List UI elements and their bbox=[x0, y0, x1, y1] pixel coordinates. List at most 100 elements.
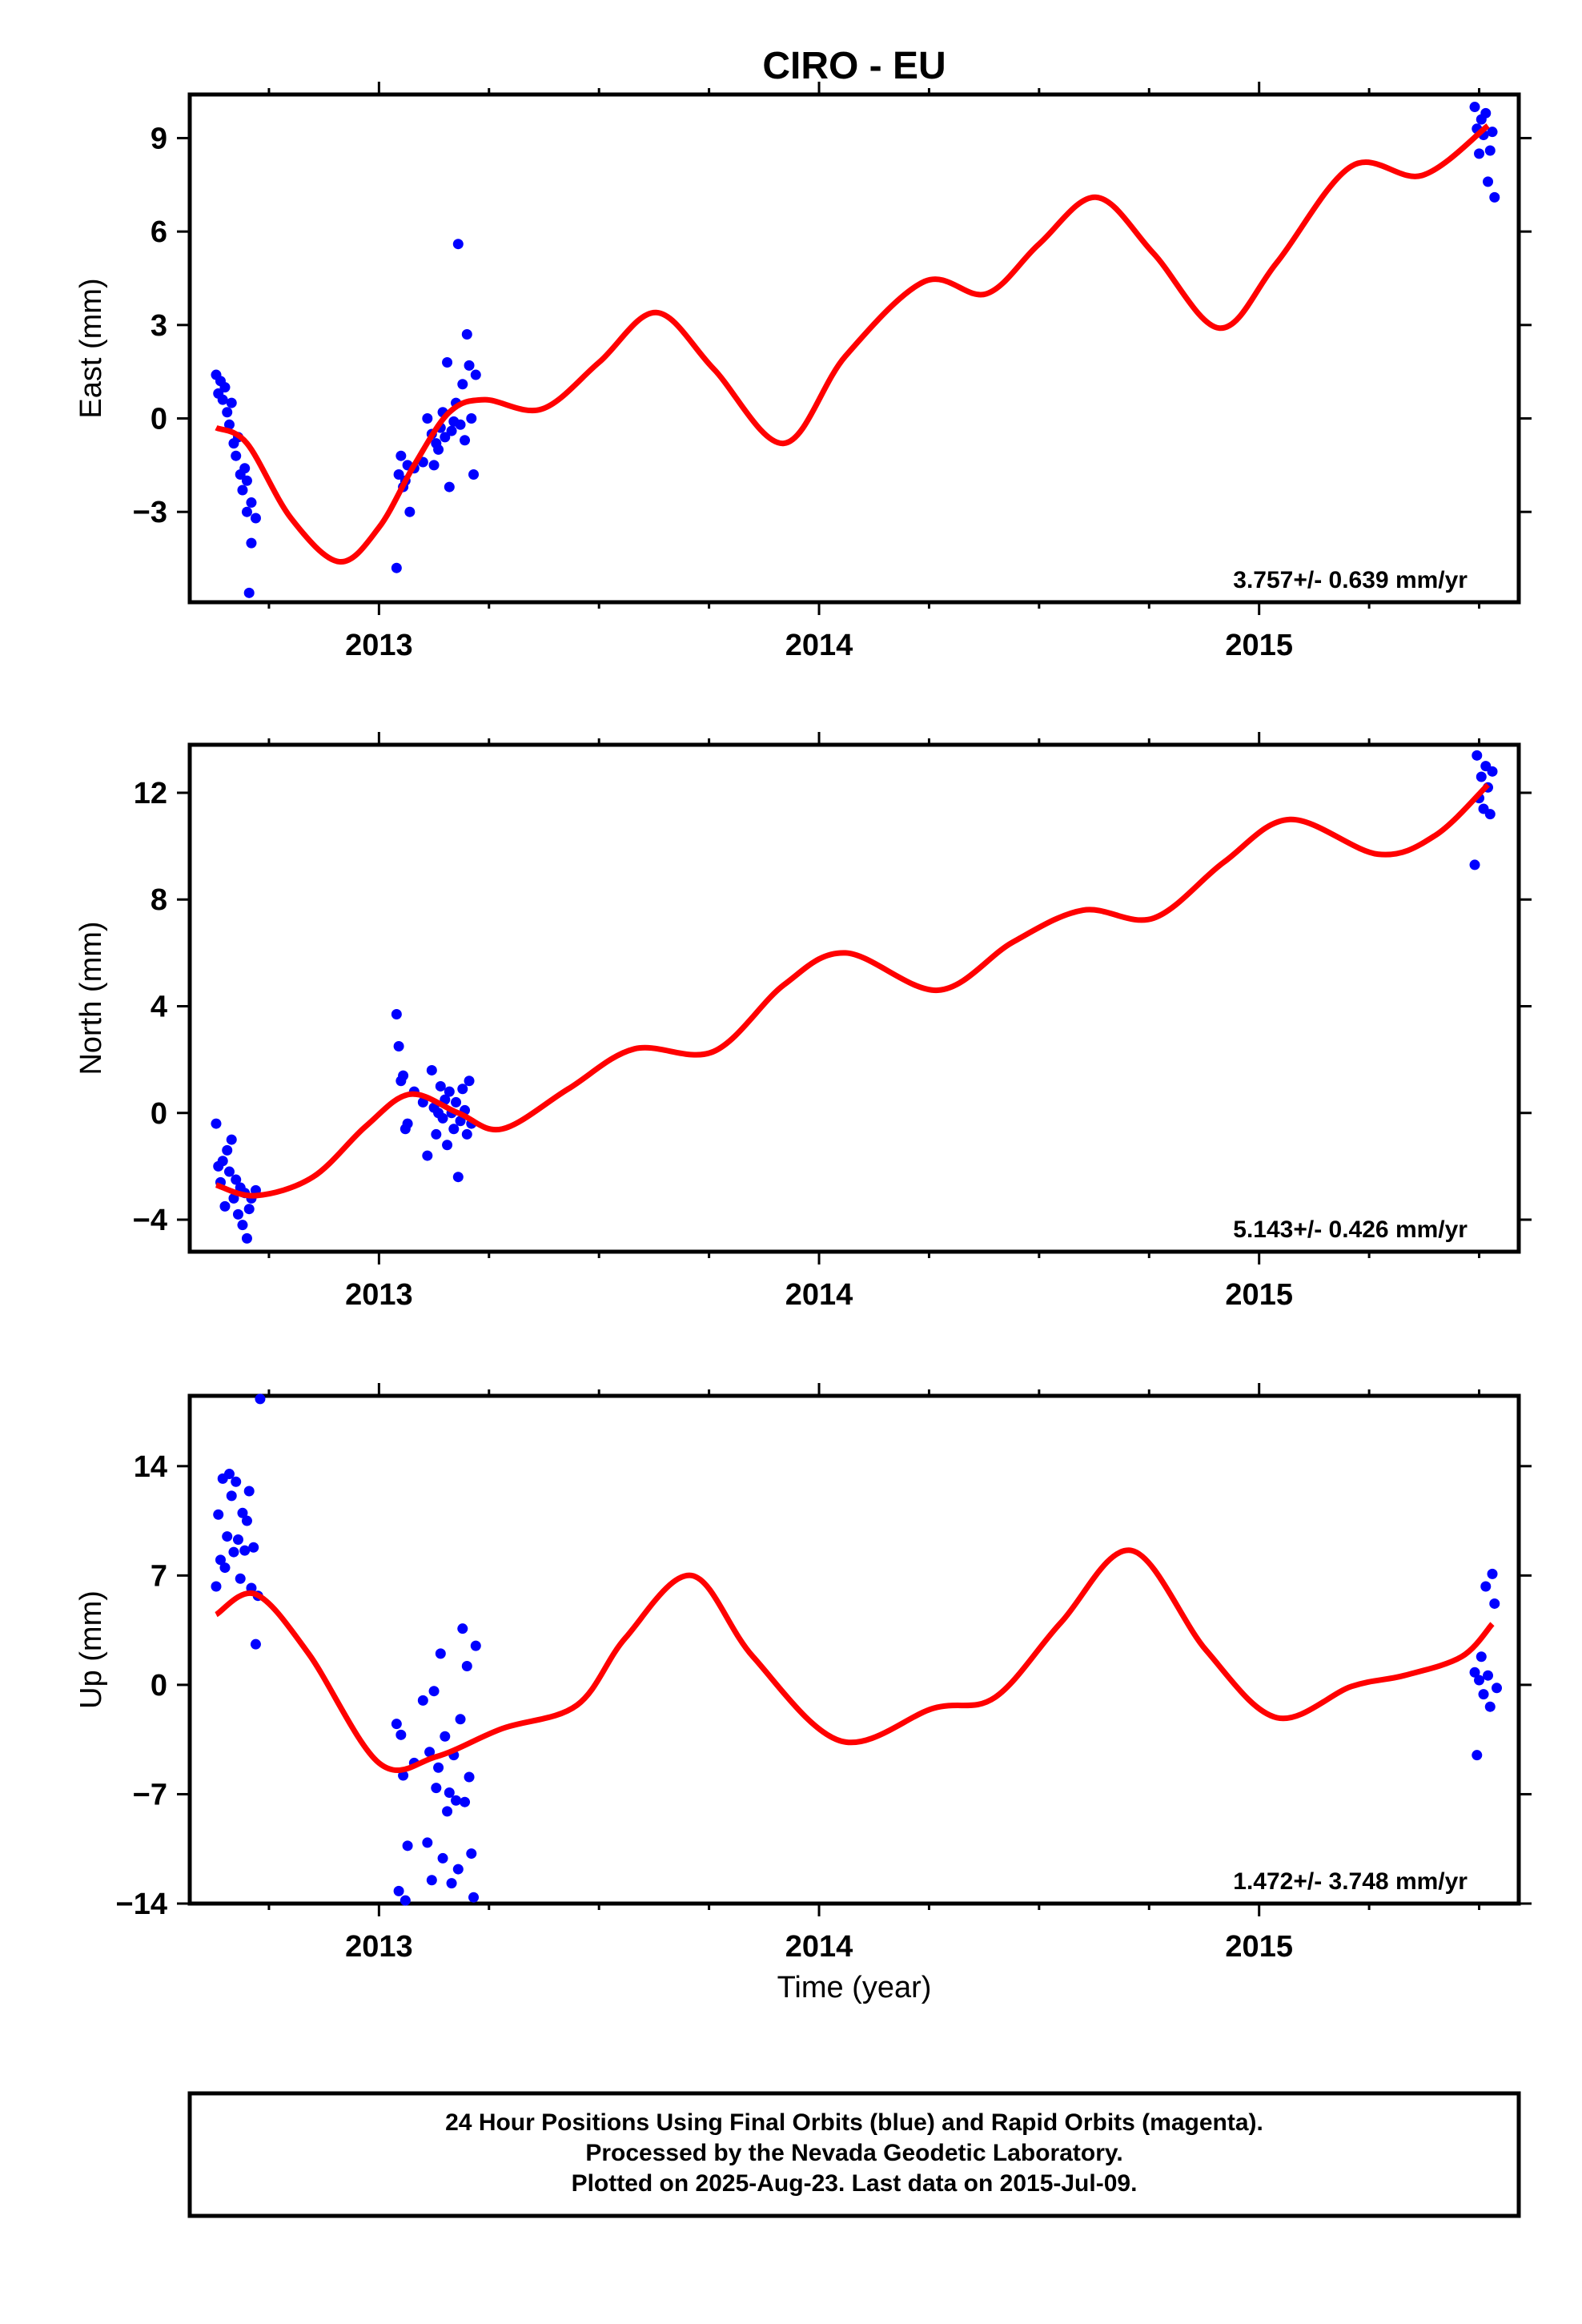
up-data-point bbox=[460, 1796, 471, 1807]
up-y-tick-label: 14 bbox=[134, 1450, 167, 1484]
up-data-point bbox=[428, 1686, 440, 1697]
up-data-point bbox=[424, 1747, 436, 1758]
east-data-point bbox=[246, 537, 257, 549]
up-data-point bbox=[444, 1787, 455, 1798]
north-data-point bbox=[398, 1070, 409, 1081]
up-data-point bbox=[402, 1840, 413, 1852]
footer-frame bbox=[187, 2091, 1521, 2218]
north-y-axis-label: North (mm) bbox=[74, 921, 108, 1075]
up-data-point bbox=[211, 1581, 222, 1592]
east-y-tick-label: 6 bbox=[151, 215, 167, 249]
east-data-point bbox=[446, 425, 457, 436]
east-data-point bbox=[223, 419, 235, 430]
east-data-point bbox=[222, 407, 233, 418]
east-data-point bbox=[237, 485, 248, 496]
east-x-tick-label: 2013 bbox=[345, 629, 413, 662]
up-y-tick-label: 0 bbox=[151, 1669, 167, 1703]
footer-box: 24 Hour Positions Using Final Orbits (bl… bbox=[187, 2091, 1521, 2218]
east-data-point bbox=[422, 413, 433, 424]
north-data-point bbox=[219, 1200, 231, 1212]
north-y-tick-label: 8 bbox=[151, 883, 167, 917]
north-data-point bbox=[391, 1008, 402, 1019]
north-data-point bbox=[422, 1150, 433, 1161]
north-data-point bbox=[437, 1112, 448, 1124]
north-data-point bbox=[241, 1232, 252, 1244]
east-data-point bbox=[239, 463, 251, 474]
north-y-tick-label: 4 bbox=[151, 990, 167, 1023]
up-data-point bbox=[223, 1469, 235, 1480]
up-data-point bbox=[1492, 1683, 1503, 1694]
north-y-tick-label: 12 bbox=[134, 777, 167, 810]
east-data-point bbox=[1484, 145, 1496, 156]
up-data-point bbox=[239, 1545, 251, 1556]
north-data-point bbox=[457, 1084, 468, 1095]
footer-line-3: Plotted on 2025-Aug-23. Last data on 201… bbox=[572, 2170, 1138, 2197]
up-data-point bbox=[1483, 1670, 1494, 1681]
panel-east: 2013 2014 2015 −3 0 3 6 9 East (mm) 3.757+/- 0.63… bbox=[74, 82, 1532, 662]
north-data-point bbox=[222, 1144, 233, 1156]
up-data-point bbox=[470, 1640, 481, 1651]
up-data-point bbox=[213, 1509, 224, 1520]
east-x-tick-label: 2015 bbox=[1225, 629, 1293, 662]
up-y-axis-label: Up (mm) bbox=[74, 1590, 108, 1709]
up-data-point bbox=[396, 1729, 407, 1740]
east-data-point bbox=[468, 469, 480, 480]
up-data-point bbox=[1469, 1667, 1480, 1678]
east-data-point bbox=[457, 379, 468, 390]
east-rate-label: 3.757+/- 0.639 mm/yr bbox=[1233, 567, 1468, 593]
north-data-point bbox=[461, 1128, 472, 1140]
east-data-point bbox=[460, 435, 471, 446]
east-data-point bbox=[464, 360, 475, 371]
north-data-point bbox=[1476, 771, 1487, 782]
east-data-point bbox=[391, 562, 402, 573]
up-data-point bbox=[442, 1806, 453, 1817]
north-data-point bbox=[232, 1208, 243, 1220]
up-data-point bbox=[1472, 1750, 1483, 1761]
north-data-point bbox=[402, 1118, 413, 1129]
up-data-point bbox=[1474, 1675, 1485, 1686]
up-data-point bbox=[440, 1731, 451, 1742]
up-data-point bbox=[231, 1476, 242, 1487]
up-data-point bbox=[1478, 1689, 1489, 1700]
east-data-point bbox=[466, 413, 477, 424]
up-x-tick-label: 2013 bbox=[345, 1930, 413, 1964]
up-x-tick-label: 2015 bbox=[1225, 1930, 1293, 1964]
up-data-point bbox=[1484, 1701, 1496, 1712]
north-data-point bbox=[435, 1080, 446, 1092]
east-data-point bbox=[396, 450, 407, 461]
up-data-point bbox=[243, 1486, 255, 1497]
north-rate-label: 5.143+/- 0.426 mm/yr bbox=[1233, 1216, 1468, 1243]
up-data-point bbox=[451, 1795, 462, 1806]
north-data-point bbox=[452, 1172, 464, 1183]
east-data-point bbox=[241, 475, 252, 486]
north-data-point bbox=[1484, 809, 1496, 820]
east-x-tick-label: 2014 bbox=[785, 629, 853, 662]
up-x-tick-label: 2014 bbox=[785, 1930, 853, 1964]
east-data-point bbox=[1469, 102, 1480, 113]
up-rate-label: 1.472+/- 3.748 mm/yr bbox=[1233, 1868, 1468, 1895]
east-data-point bbox=[1483, 176, 1494, 187]
footer-line-2: Processed by the Nevada Geodetic Laborat… bbox=[585, 2140, 1122, 2166]
north-model-line bbox=[215, 782, 1490, 1199]
up-y-tick-label: −14 bbox=[116, 1888, 167, 1921]
up-data-point bbox=[250, 1638, 261, 1650]
east-data-point bbox=[393, 469, 404, 480]
north-x-tick-label: 2014 bbox=[785, 1278, 853, 1312]
up-points bbox=[211, 1393, 1503, 1906]
x-axis-label: Time (year) bbox=[777, 1971, 932, 2004]
east-data-point bbox=[404, 506, 416, 517]
north-data-point bbox=[1472, 750, 1483, 761]
east-data-point bbox=[241, 506, 252, 517]
up-data-point bbox=[435, 1648, 446, 1659]
up-data-point bbox=[417, 1695, 428, 1706]
up-data-point bbox=[426, 1875, 437, 1886]
east-data-point bbox=[455, 419, 466, 430]
north-data-point bbox=[444, 1086, 455, 1097]
up-data-point bbox=[241, 1515, 252, 1526]
up-data-point bbox=[235, 1573, 246, 1584]
up-model-line bbox=[215, 1547, 1495, 1774]
north-data-point bbox=[442, 1140, 453, 1151]
east-data-point bbox=[219, 382, 231, 393]
up-data-point bbox=[222, 1531, 233, 1542]
north-data-point bbox=[451, 1096, 462, 1108]
